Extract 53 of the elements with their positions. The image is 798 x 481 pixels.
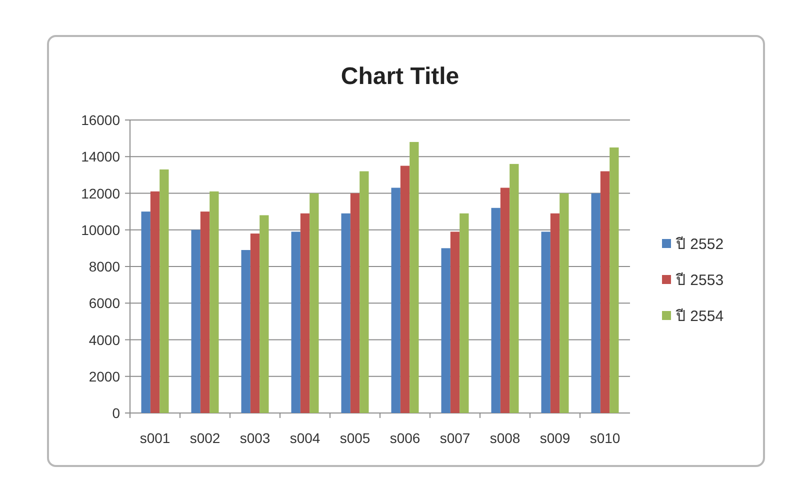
bar xyxy=(500,188,510,413)
bar xyxy=(250,234,260,413)
y-tick-label: 6000 xyxy=(88,295,120,312)
bar xyxy=(241,250,250,413)
x-tick-label: s009 xyxy=(540,430,570,446)
bar xyxy=(260,215,269,413)
y-tick-label: 12000 xyxy=(81,185,120,202)
x-tick-label: s004 xyxy=(290,430,320,446)
bar xyxy=(491,208,500,413)
y-tick-label: 8000 xyxy=(88,258,120,274)
bar xyxy=(460,213,469,413)
legend-label: ปี 2553 xyxy=(675,272,724,289)
bar xyxy=(360,171,369,413)
x-tick-label: s002 xyxy=(190,430,220,446)
y-tick-label: 2000 xyxy=(88,368,120,384)
y-tick-label: 0 xyxy=(112,405,120,421)
legend-label: ปี 2552 xyxy=(675,236,724,253)
x-tick-label: s001 xyxy=(140,430,170,446)
y-tick-label: 4000 xyxy=(88,332,120,348)
x-tick-label: s010 xyxy=(590,430,620,446)
bar xyxy=(291,232,300,413)
bar xyxy=(600,171,610,413)
bar xyxy=(160,169,169,413)
y-tick-label: 14000 xyxy=(81,148,120,165)
bar xyxy=(410,142,419,413)
bar xyxy=(141,212,150,413)
bar xyxy=(191,230,200,413)
y-tick-label: 10000 xyxy=(81,222,120,238)
bar xyxy=(560,193,569,413)
bar xyxy=(341,213,350,413)
x-tick-label: s005 xyxy=(340,430,370,446)
chart-title: Chart Title xyxy=(340,63,460,90)
bar xyxy=(441,248,450,413)
bar xyxy=(150,191,160,413)
bar xyxy=(591,193,600,413)
bar xyxy=(300,213,310,413)
bar xyxy=(450,232,460,413)
bar xyxy=(350,193,360,413)
x-tick-label: s006 xyxy=(390,430,420,446)
bar xyxy=(400,166,410,413)
bar xyxy=(210,191,219,413)
x-tick-label: s007 xyxy=(440,430,470,446)
bar xyxy=(310,193,319,413)
y-tick-label: 16000 xyxy=(81,112,120,128)
bar xyxy=(610,147,619,413)
bar xyxy=(510,164,519,413)
bar xyxy=(550,213,560,413)
x-tick-label: s003 xyxy=(240,430,270,446)
bar xyxy=(391,188,400,413)
x-tick-label: s008 xyxy=(490,430,520,446)
bar xyxy=(200,212,210,413)
bar xyxy=(541,232,550,413)
legend-label: ปี 2554 xyxy=(675,308,724,325)
